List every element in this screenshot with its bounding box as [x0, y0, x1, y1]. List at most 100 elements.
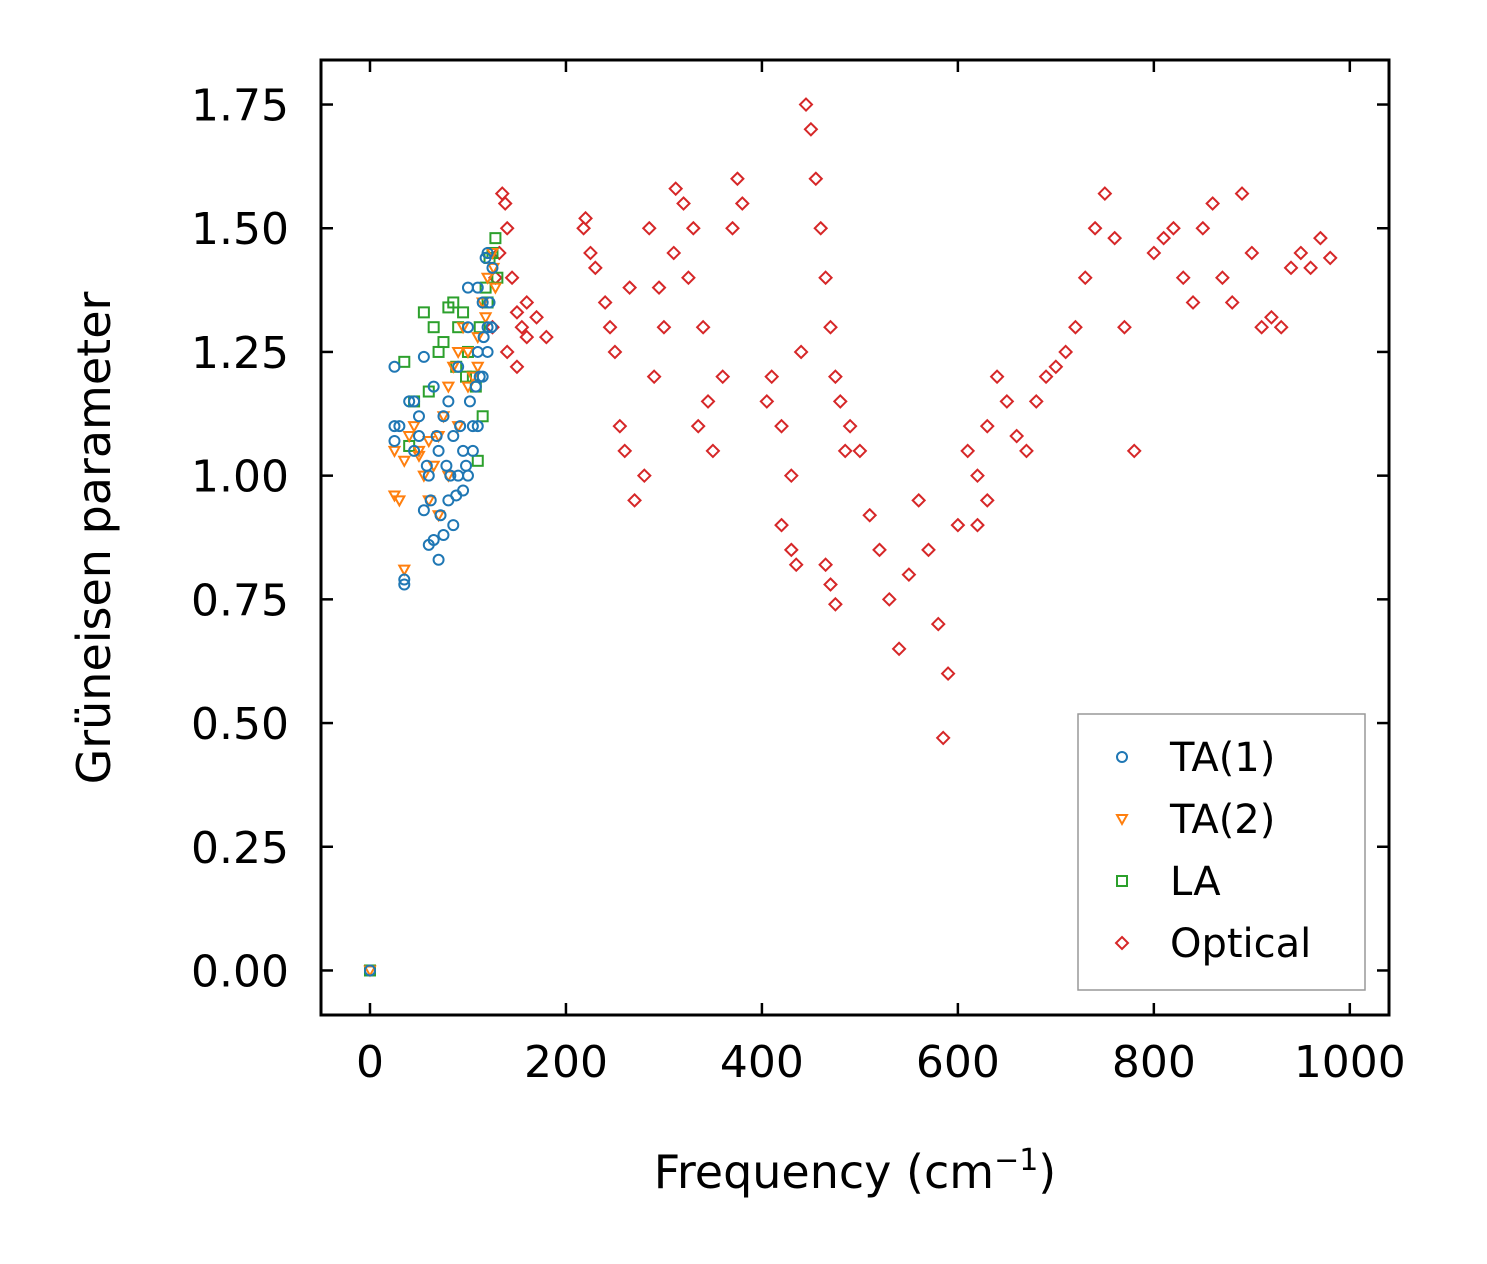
- data-point: [852, 443, 868, 459]
- data-point: [783, 468, 799, 484]
- data-point: [514, 319, 530, 335]
- legend-entry: TA(1): [1116, 735, 1275, 781]
- data-point: [457, 306, 470, 319]
- data-point: [432, 553, 445, 566]
- y-tick-label: 0.50: [191, 699, 289, 750]
- y-tick-label: 0.75: [191, 575, 289, 626]
- data-point: [519, 329, 535, 345]
- data-point: [690, 418, 706, 434]
- data-point: [911, 492, 927, 508]
- data-point: [1264, 309, 1279, 325]
- data-point: [1146, 245, 1162, 261]
- data-point: [705, 443, 721, 459]
- data-point: [798, 97, 814, 112]
- data-point: [602, 319, 618, 335]
- data-point: [1293, 245, 1309, 261]
- data-point: [759, 394, 775, 409]
- data-point: [1068, 319, 1083, 335]
- data-point: [891, 641, 907, 657]
- data-point: [651, 280, 667, 296]
- data-point: [979, 418, 995, 434]
- data-point: [832, 394, 848, 409]
- data-point: [471, 332, 485, 345]
- data-point: [388, 435, 401, 448]
- data-point: [788, 557, 804, 573]
- data-point: [393, 420, 406, 433]
- data-point: [842, 418, 858, 434]
- data-point: [1028, 394, 1044, 409]
- legend-marker: [1115, 814, 1129, 827]
- data-point: [1097, 186, 1113, 202]
- data-point: [441, 381, 456, 394]
- data-point: [1048, 359, 1064, 375]
- data-point: [442, 395, 455, 408]
- data-point: [1205, 196, 1221, 211]
- data-point: [437, 336, 450, 349]
- data-point: [1273, 319, 1289, 335]
- data-point: [483, 296, 496, 309]
- x-tick-label: 600: [916, 1037, 1000, 1088]
- data-point: [715, 369, 731, 385]
- data-point: [700, 394, 716, 409]
- data-point: [587, 260, 603, 276]
- data-point: [430, 430, 443, 443]
- data-point: [837, 443, 853, 459]
- data-point: [447, 519, 460, 532]
- data-point: [685, 220, 701, 236]
- legend-label: Optical: [1170, 921, 1311, 967]
- data-point: [668, 181, 684, 197]
- data-point: [446, 361, 460, 374]
- data-point: [412, 430, 425, 443]
- x-tick-label: 200: [524, 1037, 608, 1088]
- data-point: [827, 369, 843, 385]
- data-point: [444, 469, 457, 482]
- y-tick-label: 1.50: [191, 204, 289, 255]
- data-point: [452, 360, 465, 373]
- data-point: [1009, 428, 1025, 444]
- data-point: [921, 542, 936, 558]
- x-tick-label: 400: [720, 1037, 804, 1088]
- data-point: [432, 444, 445, 457]
- data-point: [989, 369, 1005, 385]
- y-tick-label: 1.25: [191, 328, 289, 379]
- data-point: [397, 564, 411, 577]
- data-point: [1312, 230, 1328, 246]
- data-point: [461, 469, 474, 482]
- x-axis-title-superscript: −1: [994, 1143, 1038, 1178]
- data-point: [407, 421, 421, 434]
- data-point: [774, 418, 789, 434]
- data-point: [646, 369, 662, 385]
- data-point: [1322, 250, 1338, 266]
- data-point: [440, 459, 453, 472]
- legend-entry: LA: [1116, 859, 1221, 905]
- legend-label: TA(2): [1169, 797, 1275, 843]
- data-point: [408, 444, 421, 457]
- data-point: [529, 309, 544, 325]
- data-point: [783, 542, 799, 558]
- data-point: [940, 666, 956, 681]
- data-point: [479, 251, 492, 264]
- data-point: [485, 321, 498, 334]
- data-point: [497, 196, 513, 211]
- legend-label: TA(1): [1169, 735, 1275, 781]
- data-point: [457, 444, 470, 457]
- data-point: [499, 220, 515, 236]
- data-point: [803, 121, 819, 137]
- data-point: [398, 578, 411, 591]
- data-point: [1087, 220, 1103, 236]
- data-point: [422, 436, 436, 449]
- data-point: [450, 489, 463, 502]
- data-point: [1215, 270, 1230, 286]
- data-point: [481, 345, 494, 358]
- data-point: [1038, 369, 1054, 385]
- legend-marker: [1114, 935, 1130, 951]
- data-point: [434, 509, 447, 522]
- data-point: [480, 272, 495, 285]
- data-point: [979, 492, 995, 508]
- x-tick-label: 0: [356, 1037, 384, 1088]
- data-point: [460, 459, 473, 472]
- data-point: [447, 430, 460, 443]
- data-point: [950, 517, 966, 533]
- data-point: [476, 410, 489, 423]
